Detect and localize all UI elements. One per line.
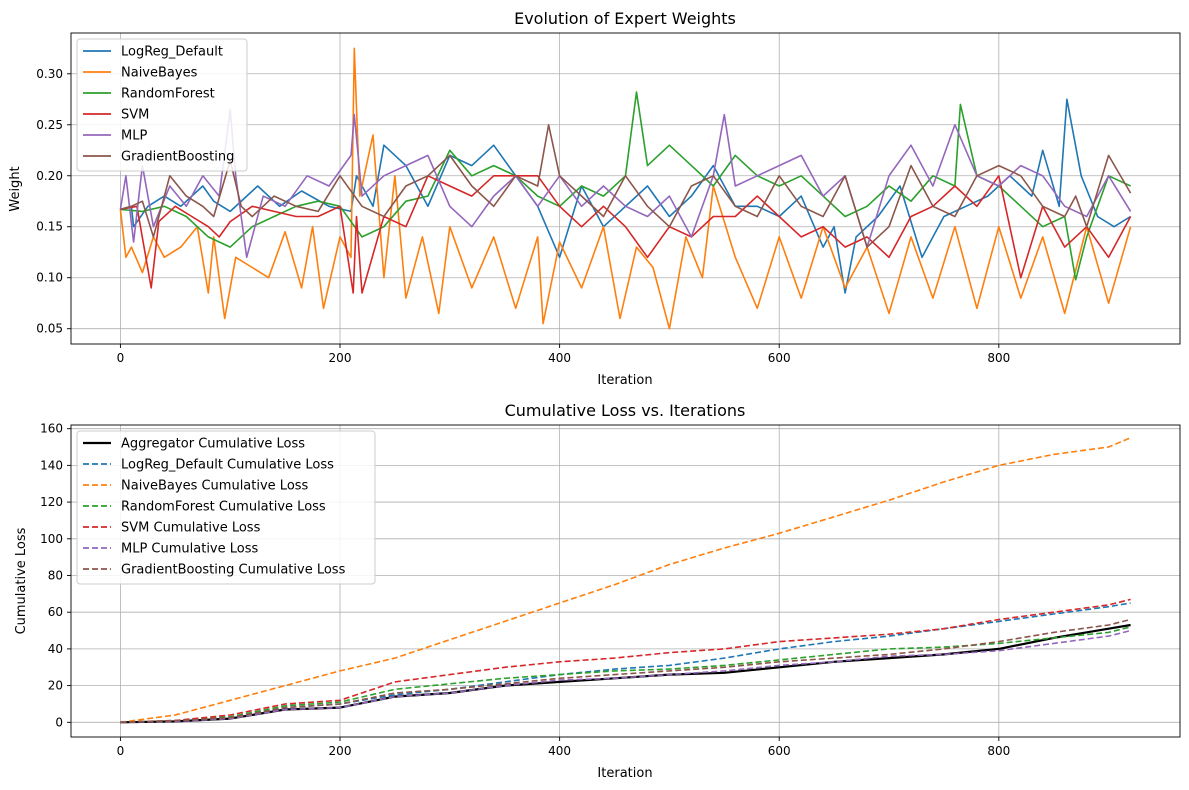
- x-tick-label: 800: [987, 744, 1010, 758]
- legend-box: [76, 38, 248, 172]
- loss-ticks: 0 200 400 600 800 0 20 40 60 80 100 120 140 160: [40, 422, 1010, 758]
- y-tick-label: 0: [55, 715, 63, 729]
- legend-label: NaiveBayes Cumulative Loss: [121, 479, 309, 494]
- x-tick-label: 0: [117, 744, 125, 758]
- legend-label: GradientBoosting: [121, 150, 234, 165]
- y-tick-label: 80: [48, 568, 63, 582]
- loss-x-axis-label: Iteration: [597, 766, 652, 781]
- y-tick-label: 0.05: [36, 322, 63, 336]
- legend-label: RandomForest Cumulative Loss: [121, 500, 326, 515]
- legend-label: GradientBoosting Cumulative Loss: [121, 563, 346, 578]
- legend-label: MLP: [121, 129, 147, 144]
- x-tick-label: 800: [987, 351, 1010, 365]
- legend-label: SVM: [121, 108, 149, 123]
- series-line-gradientboosting-cumulative-loss: [120, 618, 1131, 724]
- x-tick-label: 600: [768, 351, 791, 365]
- series-line-randomforest: [120, 91, 1131, 281]
- y-tick-label: 140: [40, 458, 63, 472]
- loss-chart-title: Cumulative Loss vs. Iterations: [505, 401, 746, 420]
- weights-y-axis-label: Weight: [8, 166, 23, 211]
- y-tick-label: 60: [48, 605, 63, 619]
- series-line-svm-cumulative-loss: [120, 598, 1131, 724]
- legend-label: LogReg_Default Cumulative Loss: [121, 458, 334, 473]
- weights-legend: LogReg_Default NaiveBayes RandomForest SVM M…: [76, 38, 248, 172]
- series-line-naivebayes: [119, 47, 1132, 330]
- legend-box: [76, 430, 376, 585]
- series-line-naivebayes-cumulative-loss: [120, 437, 1131, 724]
- loss-legend: Aggregator Cumulative Loss LogReg_Default…: [76, 430, 376, 585]
- weights-plot-frame: [70, 32, 1181, 345]
- y-tick-label: 0.30: [36, 67, 63, 81]
- loss-subplot: Cumulative Loss vs. Iterations 0 200 400 60…: [14, 401, 1181, 781]
- y-tick-label: 0.10: [36, 271, 63, 285]
- y-tick-label: 0.15: [36, 220, 63, 234]
- legend-label: RandomForest: [121, 87, 215, 102]
- weights-subplot: Evolution of Expert Weights 0 200 400 600 80…: [8, 9, 1181, 388]
- y-tick-label: 20: [48, 679, 63, 693]
- y-tick-label: 40: [48, 642, 63, 656]
- x-tick-label: 400: [548, 351, 571, 365]
- series-line-logreg-default-cumulative-loss: [120, 602, 1131, 724]
- legend-label: MLP Cumulative Loss: [121, 542, 259, 557]
- x-tick-label: 400: [548, 744, 571, 758]
- loss-plot-frame: [70, 424, 1181, 738]
- y-tick-label: 160: [40, 422, 63, 436]
- x-tick-label: 0: [117, 351, 125, 365]
- legend-label: LogReg_Default: [121, 45, 223, 60]
- series-line-randomforest-cumulative-loss: [120, 626, 1131, 724]
- weights-ticks: 0 200 400 600 800 0.05 0.10 0.15 0.20 0.25 0.30: [36, 67, 1010, 365]
- series-line-gradientboosting: [120, 124, 1132, 248]
- y-tick-label: 120: [40, 495, 63, 509]
- y-tick-label: 0.25: [36, 118, 63, 132]
- series-line-mlp: [119, 108, 1132, 259]
- series-line-mlp-cumulative-loss: [120, 629, 1131, 724]
- series-line-logreg-default: [120, 98, 1132, 294]
- legend-label: NaiveBayes: [121, 66, 198, 81]
- y-tick-label: 100: [40, 532, 63, 546]
- y-tick-label: 0.20: [36, 169, 63, 183]
- loss-series-group: [120, 437, 1131, 724]
- legend-label: Aggregator Cumulative Loss: [121, 437, 305, 452]
- x-tick-label: 600: [768, 744, 791, 758]
- legend-label: SVM Cumulative Loss: [121, 521, 261, 536]
- x-tick-label: 200: [329, 744, 352, 758]
- series-line-svm: [120, 175, 1132, 294]
- weights-series-group: [119, 47, 1132, 330]
- x-tick-label: 200: [329, 351, 352, 365]
- weights-chart-title: Evolution of Expert Weights: [514, 9, 736, 28]
- weights-x-axis-label: Iteration: [597, 373, 652, 388]
- loss-y-axis-label: Cumulative Loss: [14, 527, 29, 634]
